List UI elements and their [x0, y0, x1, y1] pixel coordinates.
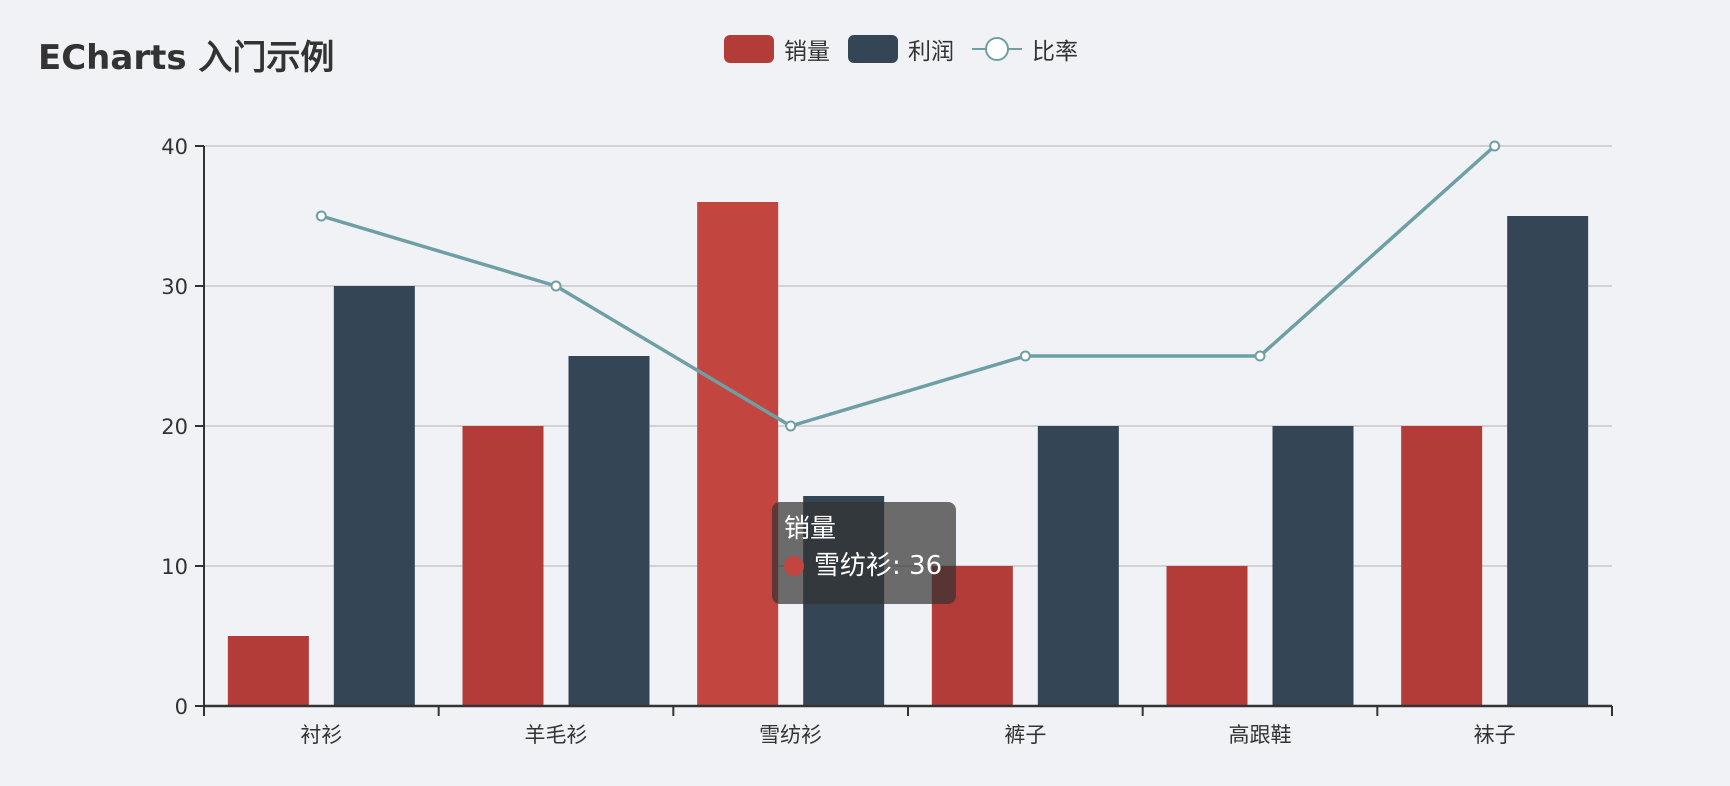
bars: [227, 202, 1589, 706]
x-tick-label: 雪纺衫: [759, 723, 822, 747]
legend: 销量 利润 比率: [724, 32, 1096, 66]
y-tick-label: 30: [161, 275, 188, 299]
ratio-line: [315, 140, 1501, 432]
legend-label-sales: 销量: [784, 39, 830, 65]
line-point[interactable]: [1489, 140, 1501, 152]
y-tick-label: 10: [161, 555, 188, 579]
legend-swatch-profit-icon: [848, 35, 898, 63]
x-tick-label: 羊毛衫: [525, 723, 588, 747]
line-point[interactable]: [1019, 350, 1031, 362]
bar-利润-裤子[interactable]: [1037, 426, 1119, 706]
bar-利润-羊毛衫[interactable]: [568, 356, 650, 706]
tooltip-dot-icon: [784, 556, 804, 576]
bar-销量-袜子[interactable]: [1401, 426, 1483, 706]
y-tick-label: 40: [161, 135, 188, 159]
tooltip-value: 雪纺衫: 36: [814, 551, 943, 581]
x-tick-label: 高跟鞋: [1229, 723, 1292, 747]
y-tick-label: 0: [175, 695, 188, 719]
chart-title: ECharts 入门示例: [38, 38, 335, 78]
legend-label-profit: 利润: [908, 39, 954, 65]
line-path: [320, 144, 1496, 428]
line-point[interactable]: [785, 420, 797, 432]
x-tick-label: 衬衫: [300, 723, 342, 747]
x-tick-label: 裤子: [1004, 723, 1046, 747]
bar-销量-雪纺衫[interactable]: [697, 202, 779, 706]
bar-利润-高跟鞋[interactable]: [1272, 426, 1354, 706]
bar-销量-高跟鞋[interactable]: [1166, 566, 1248, 706]
legend-item-sales[interactable]: 销量: [724, 32, 830, 66]
axes: 0 10 20 30 40 衬衫 羊毛衫 雪纺衫 裤子 高跟鞋 袜子: [161, 135, 1613, 747]
legend-item-ratio[interactable]: 比率: [972, 32, 1078, 66]
legend-swatch-sales-icon: [724, 35, 774, 63]
bar-利润-袜子[interactable]: [1507, 216, 1589, 706]
legend-label-ratio: 比率: [1032, 39, 1078, 65]
bar-利润-衬衫[interactable]: [333, 286, 415, 706]
tooltip-title: 销量: [784, 514, 837, 544]
x-tick-label: 袜子: [1474, 723, 1516, 747]
bar-销量-羊毛衫[interactable]: [462, 426, 544, 706]
legend-line-marker-icon: [972, 35, 1022, 63]
legend-item-profit[interactable]: 利润: [848, 32, 954, 66]
bar-销量-衬衫[interactable]: [227, 636, 309, 706]
y-tick-label: 20: [161, 415, 188, 439]
line-point[interactable]: [1254, 350, 1266, 362]
tooltip-row: 雪纺衫: 36: [784, 546, 944, 586]
line-point[interactable]: [315, 210, 327, 222]
tooltip: 销量 雪纺衫: 36: [772, 502, 956, 604]
line-point[interactable]: [550, 280, 562, 292]
